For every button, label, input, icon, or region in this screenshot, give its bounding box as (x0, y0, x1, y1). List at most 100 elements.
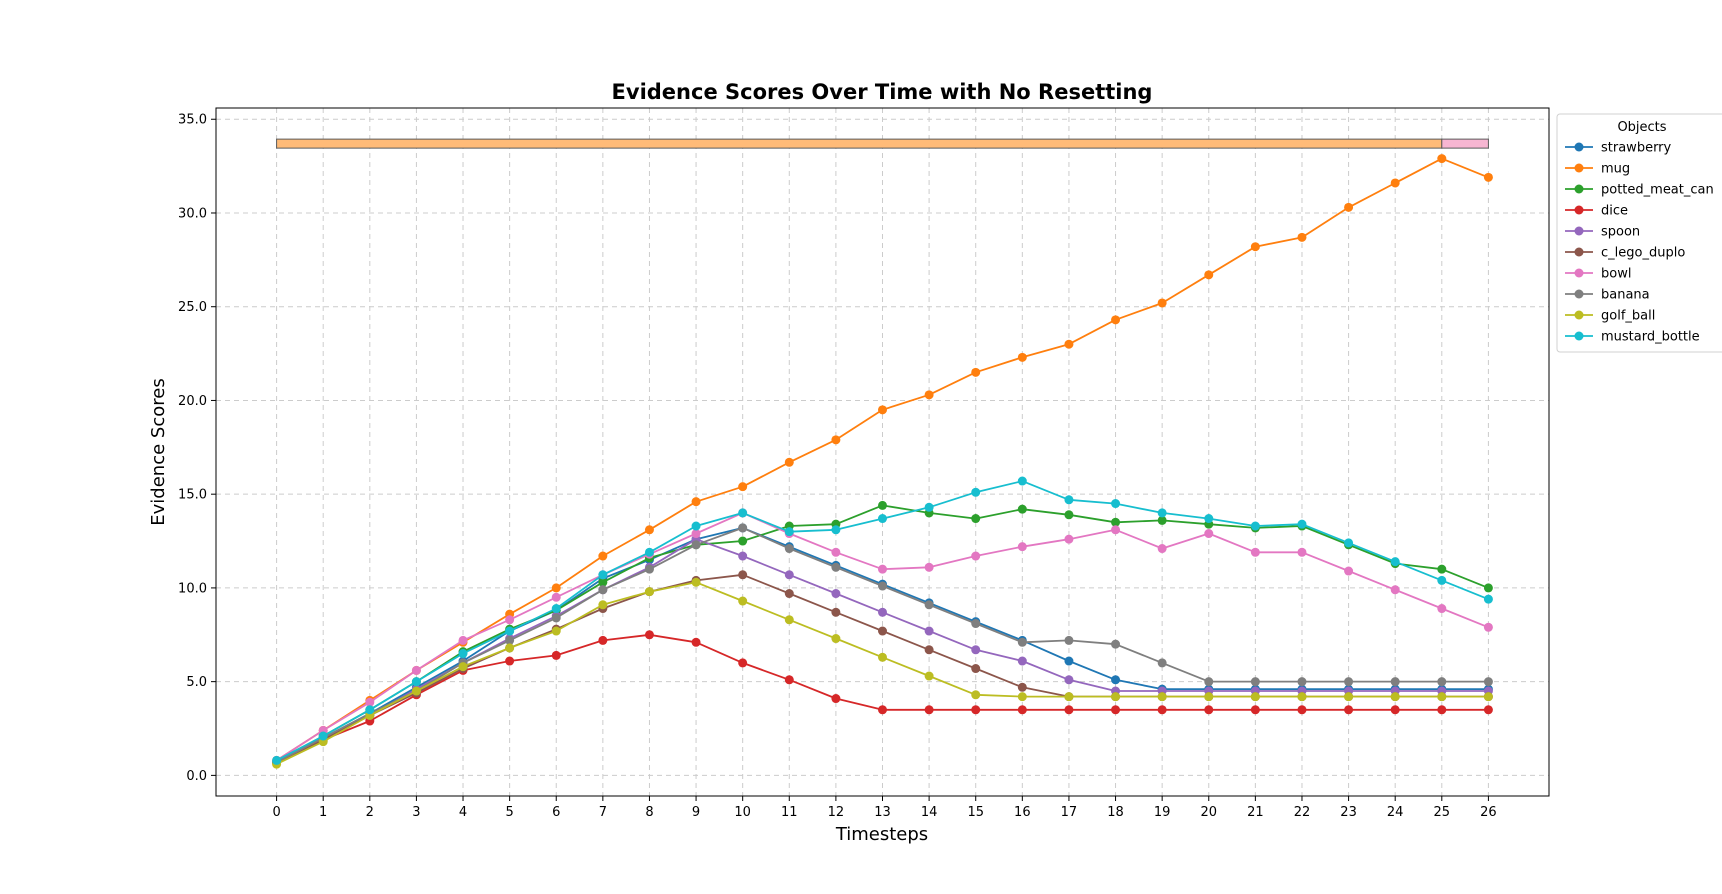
y-tick-label: 25.0 (178, 300, 207, 315)
data-point (1390, 677, 1400, 687)
y-tick-label: 20.0 (178, 394, 207, 409)
y-tick-label: 15.0 (178, 488, 207, 503)
data-point (878, 652, 887, 662)
data-point (971, 367, 981, 377)
series-mustard_bottle (272, 476, 1493, 765)
data-point (1344, 538, 1354, 548)
y-axis-ticks: 0.0 5.0 10.0 15.0 20.0 25.0 30.0 35.0 (178, 113, 216, 784)
data-point (691, 540, 701, 550)
x-axis-ticks: 0 1 2 3 4 5 6 7 8 9 10 11 12 13 14 15 16 17 18 19 20 21 22 23 24… (272, 796, 1497, 820)
data-point (1111, 639, 1121, 649)
data-point (598, 635, 608, 645)
data-point (691, 497, 701, 507)
data-point (411, 686, 421, 696)
data-point (1111, 517, 1121, 527)
legend-item-spoon: spoon (1565, 225, 1640, 240)
data-point (1204, 270, 1214, 280)
data-point (1483, 594, 1493, 604)
x-tick-label: 10 (734, 805, 751, 820)
legend-swatch-marker (1574, 268, 1584, 278)
data-point (784, 457, 794, 467)
data-point (1017, 476, 1027, 486)
data-point (1157, 515, 1167, 525)
data-point (551, 613, 561, 623)
data-point (971, 664, 981, 674)
x-tick-label: 8 (645, 805, 653, 820)
x-tick-label: 17 (1061, 805, 1078, 820)
data-point (1297, 692, 1307, 702)
x-tick-label: 12 (828, 805, 845, 820)
data-point (318, 731, 328, 741)
data-point (1204, 514, 1214, 524)
data-point (505, 656, 515, 666)
data-point (738, 551, 748, 561)
data-point (878, 405, 887, 415)
data-point (1297, 232, 1307, 242)
x-tick-label: 25 (1434, 805, 1451, 820)
series-golf_ball (272, 577, 1493, 769)
data-point (1390, 692, 1400, 702)
data-point (784, 570, 794, 580)
data-point (1204, 677, 1214, 687)
data-point (1437, 564, 1447, 574)
data-point (1157, 692, 1167, 702)
data-point (505, 615, 515, 625)
data-point (598, 577, 608, 587)
data-point (924, 562, 934, 572)
data-point (1064, 705, 1074, 715)
data-point (1297, 705, 1307, 715)
data-point (831, 607, 841, 617)
data-point (691, 529, 701, 539)
data-point (1111, 499, 1121, 509)
data-point (1483, 705, 1493, 715)
data-point (644, 564, 654, 574)
data-point (831, 634, 841, 644)
x-tick-label: 6 (552, 805, 560, 820)
data-point (1157, 705, 1167, 715)
data-point (1064, 656, 1074, 666)
data-point (1017, 504, 1027, 514)
data-point (1064, 495, 1074, 505)
legend-item-mug: mug (1565, 162, 1630, 177)
legend-label: spoon (1601, 225, 1640, 240)
data-point (1017, 352, 1027, 362)
x-tick-label: 11 (781, 805, 798, 820)
legend-label: strawberry (1601, 141, 1672, 156)
legend-item-banana: banana (1565, 288, 1650, 303)
x-tick-label: 22 (1294, 805, 1311, 820)
x-tick-label: 9 (692, 805, 700, 820)
x-tick-label: 14 (921, 805, 938, 820)
legend-swatch-marker (1574, 310, 1584, 320)
data-point (644, 525, 654, 535)
data-point (738, 482, 748, 492)
data-point (644, 547, 654, 557)
data-point (1064, 339, 1074, 349)
data-point (1111, 315, 1121, 325)
chart-title: Evidence Scores Over Time with No Resett… (612, 80, 1153, 104)
top-timeline-bar (276, 138, 1489, 149)
data-point (784, 589, 794, 599)
legend-label: mustard_bottle (1601, 330, 1700, 345)
data-point (1064, 692, 1074, 702)
data-point (784, 544, 794, 554)
data-point (1344, 566, 1354, 576)
data-point (831, 547, 841, 557)
data-point (1111, 525, 1121, 535)
data-point (971, 551, 981, 561)
data-point (1157, 658, 1167, 668)
data-point (551, 650, 561, 660)
data-point (1157, 298, 1167, 308)
data-point (924, 600, 934, 610)
data-point (1297, 519, 1307, 529)
y-tick-label: 5.0 (186, 675, 207, 690)
legend-label: potted_meat_can (1601, 183, 1714, 198)
data-point (644, 587, 654, 597)
data-point (971, 705, 981, 715)
x-tick-label: 4 (459, 805, 467, 820)
data-point (1017, 692, 1027, 702)
legend-label: dice (1601, 204, 1628, 219)
data-point (691, 521, 701, 531)
x-tick-label: 18 (1107, 805, 1124, 820)
legend-box (1556, 113, 1722, 353)
